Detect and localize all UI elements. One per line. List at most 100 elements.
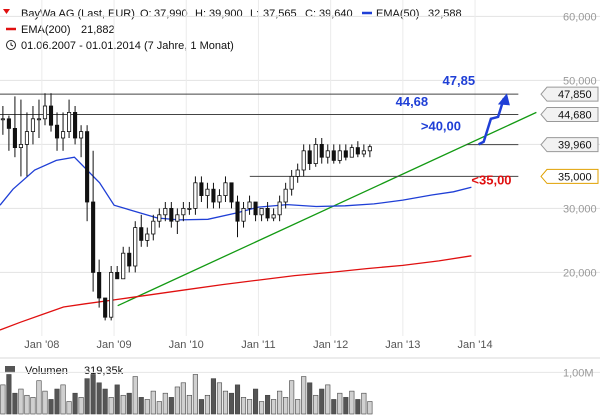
volume-bar [144,399,150,415]
candle-body [187,207,192,210]
volume-bar [307,382,313,415]
volume-bar [150,390,156,415]
ohlc-low-value: 37,565 [263,8,297,20]
volume-legend-swatch [5,366,15,373]
candle-body [163,207,168,216]
price-tag: 39,960 [540,137,599,153]
candle-body [331,150,336,161]
volume-bar [24,394,30,415]
volume-bar [325,384,331,415]
volume-bar [301,376,307,415]
y-tick-label: 20,000 [563,267,597,279]
volume-bar [228,392,235,415]
price-annotation: <35,00 [471,173,511,188]
candle-body [367,146,372,152]
candle-body [73,112,78,139]
volume-bar [132,376,138,415]
ohlc-close-label: C: [305,8,316,20]
volume-bar [343,397,349,415]
candle-body [133,227,138,267]
chart-header: BayWa AG (Last, EUR) O: 37,990 H: 39,900… [3,8,462,52]
x-tick-label: Jan '08 [24,339,59,351]
volume-bar [108,397,114,415]
price-tag: 47,850 [540,86,599,102]
candle-body [307,150,312,165]
candle-body [229,182,234,203]
volume-bar [96,382,102,415]
price-annotation: 47,85 [443,73,476,88]
candle-body [349,147,354,158]
candle-body [325,150,330,158]
y-tick-label: 60,000 [563,11,597,23]
candles [0,93,372,321]
volume-bar [289,380,295,415]
volume-bar [162,392,168,415]
volume-bar [192,374,198,415]
candle-body [85,131,90,203]
price-tag-shape [540,86,599,102]
candle-body [199,182,204,197]
candle-body [343,150,348,158]
volume-bar [12,392,18,415]
volume-bar [90,374,96,415]
ema200-legend-value: 21,882 [81,24,115,36]
candle-body [12,127,17,148]
candle-body [103,297,108,318]
price-tag-shape [540,168,599,184]
candle-body [271,214,276,219]
candle-body [175,214,180,222]
volume-bar [240,397,247,415]
candle-body [301,150,306,171]
volume-value: 319,35k [84,365,124,377]
candle-body [361,150,366,155]
ohlc-close-value: 39,640 [319,8,353,20]
candle-body [217,195,222,203]
candle-body [223,182,228,197]
ohlc-high-value: 39,900 [209,8,243,20]
ema200-line [0,255,472,331]
volume-bar [367,401,373,415]
volume-bar [84,378,90,415]
ema200-legend-label: EMA(200) [21,24,71,36]
ohlc-high-label: H: [195,8,206,20]
volume-bar [36,380,42,415]
volume-bar [138,397,144,415]
volume-bar [265,394,271,415]
candle-body [313,143,318,164]
volume-bar [54,388,60,415]
volume-header: Volumen 319,35k [5,365,124,377]
candle-body [139,227,144,241]
price-annotation: 44,68 [396,94,429,109]
candle-body [151,220,156,235]
x-tick-label: Jan '10 [169,339,204,351]
ohlc-open-value: 37,990 [154,8,188,20]
x-tick-label: Jan '14 [457,339,492,351]
candle-body [295,169,300,177]
candle-body [54,124,60,139]
forecast-arrow-head [497,93,510,106]
price-tag: 44,680 [540,106,599,122]
candle-body [259,207,264,216]
volume-bar [349,390,355,415]
candle-body [145,233,150,241]
candle-body [121,252,126,280]
volume-bar [186,394,192,415]
volume-bar [72,392,78,415]
volume-bar [156,401,162,415]
x-axis: Jan '08 Jan '09 Jan '10 Jan '11 Jan '12 Jan '… [24,339,492,351]
candle-body [6,118,11,129]
candle-body [18,143,23,148]
y-axis: 60,00050,00040,00030,00020,00047,85044,6… [540,11,599,279]
period-label: 01.06.2007 - 01.01.2014 (7 Jahre, 1 Mona… [21,40,234,52]
volume-bar [0,384,6,415]
trend-line [117,111,537,307]
price-tag-label: 39,960 [558,140,592,152]
candle-body [253,201,258,216]
chevron-down-icon[interactable] [3,9,10,14]
annotations: 47,85 44,68 >40,00 <35,00 [396,73,512,188]
candle-body [127,252,132,267]
volume-label: Volumen [25,365,68,377]
candle-body [67,112,72,133]
volume-bar [361,392,367,415]
volume-bar [18,388,24,415]
